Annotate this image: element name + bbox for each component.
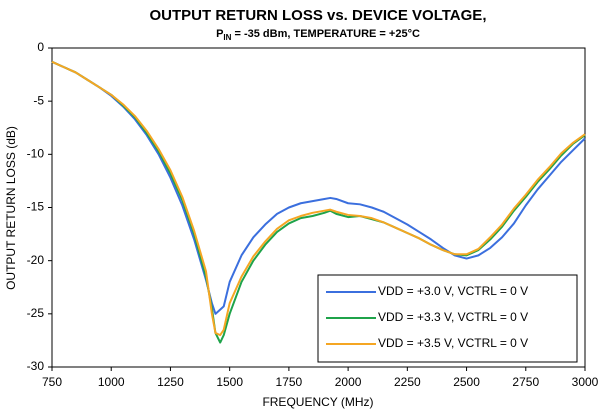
x-tick-label: 1750 [276, 375, 303, 389]
x-tick-label: 1000 [98, 375, 125, 389]
legend-label: VDD = +3.5 V, VCTRL = 0 V [378, 336, 528, 350]
subtitle-part: = -35 dBm, TEMPERATURE = +25°C [231, 28, 420, 40]
x-tick-label: 1500 [216, 375, 243, 389]
chart-subtitle: PIN = -35 dBm, TEMPERATURE = +25°C [216, 28, 420, 42]
series-line [51, 60, 586, 344]
y-tick-label: -20 [27, 253, 45, 267]
x-tick-label: 2250 [394, 375, 421, 389]
x-tick-label: 2000 [335, 375, 362, 389]
x-tick-label: 750 [42, 375, 62, 389]
x-tick-label: 3000 [572, 375, 599, 389]
series-line [51, 60, 586, 315]
x-tick-label: 1250 [157, 375, 184, 389]
y-tick-label: -15 [27, 200, 45, 214]
plot-frame [51, 47, 586, 368]
y-tick-label: -25 [27, 306, 45, 320]
x-tick-label: 2750 [512, 375, 539, 389]
subtitle-subscript: IN [223, 33, 231, 42]
chart-title: OUTPUT RETURN LOSS vs. DEVICE VOLTAGE, [150, 7, 487, 24]
y-tick-label: 0 [37, 40, 44, 54]
series-line [51, 60, 586, 337]
y-axis-label: OUTPUT RETURN LOSS (dB) [4, 126, 18, 290]
legend-label: VDD = +3.0 V, VCTRL = 0 V [378, 284, 528, 298]
y-tick-label: -5 [33, 93, 44, 107]
legend-label: VDD = +3.3 V, VCTRL = 0 V [378, 310, 528, 324]
subtitle-part: P [216, 28, 223, 40]
y-tick-label: -10 [27, 147, 45, 161]
y-tick-label: -30 [27, 359, 45, 373]
x-axis-label: FREQUENCY (MHz) [262, 395, 373, 409]
x-tick-label: 2500 [453, 375, 480, 389]
